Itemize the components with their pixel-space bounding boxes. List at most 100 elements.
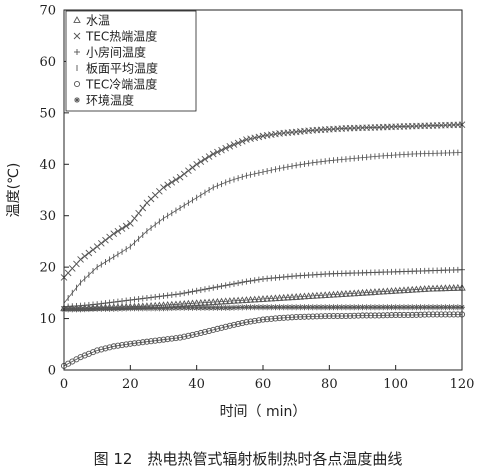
data-point <box>325 290 334 298</box>
data-point <box>359 312 366 319</box>
series-line-4 <box>63 314 462 367</box>
data-point <box>197 287 204 294</box>
data-point <box>131 340 138 347</box>
x-tick-label: 100 <box>383 377 408 392</box>
data-point <box>152 337 159 344</box>
data-point <box>321 291 329 299</box>
data-point <box>209 298 218 305</box>
data-point <box>396 286 404 294</box>
data-point <box>259 295 267 302</box>
data-point <box>450 304 457 311</box>
data-point <box>371 312 378 319</box>
data-point <box>322 304 329 311</box>
data-point <box>326 304 333 311</box>
data-point <box>102 305 109 312</box>
legend-label: 小房间温度 <box>86 45 146 60</box>
x-tick-label: 60 <box>255 377 272 392</box>
data-point <box>338 290 346 297</box>
data-point <box>102 300 109 307</box>
data-point <box>226 322 233 329</box>
legend-label: TEC热端温度 <box>85 29 157 44</box>
data-point <box>391 286 400 294</box>
legend-item: TEC冷端温度 <box>73 77 157 92</box>
y-tick-label: 20 <box>39 261 56 276</box>
data-point <box>214 325 221 332</box>
legend-label: TEC冷端温度 <box>85 77 157 92</box>
data-point <box>85 249 93 257</box>
data-point <box>235 320 242 328</box>
data-point <box>246 295 255 303</box>
data-point <box>251 134 259 142</box>
data-point <box>297 313 304 320</box>
data-point <box>185 332 192 339</box>
data-point <box>135 209 142 217</box>
data-point <box>164 181 171 189</box>
data-point <box>239 320 246 327</box>
data-point <box>383 287 392 295</box>
data-point <box>181 304 188 311</box>
data-point <box>102 236 109 244</box>
data-point <box>346 289 354 297</box>
data-point <box>247 318 254 325</box>
data-point <box>135 296 142 303</box>
data-point <box>243 278 250 285</box>
data-point <box>131 214 138 222</box>
data-point <box>338 312 345 320</box>
x-tick-label: 20 <box>122 377 139 392</box>
y-tick-label: 50 <box>39 106 56 121</box>
data-point <box>438 311 445 318</box>
data-point <box>106 299 113 306</box>
data-point <box>421 311 428 318</box>
data-point <box>176 173 184 181</box>
data-point <box>417 311 424 318</box>
data-point <box>143 338 150 345</box>
data-point <box>206 327 213 334</box>
data-point <box>416 285 425 293</box>
data-point <box>201 155 209 163</box>
data-point <box>123 305 130 312</box>
data-point <box>441 284 450 292</box>
legend-item: 小房间温度 <box>74 45 146 60</box>
data-point <box>110 230 118 238</box>
data-point <box>363 312 370 319</box>
data-point <box>131 296 138 303</box>
legend-label: 水温 <box>86 14 110 28</box>
data-point <box>222 144 230 152</box>
figure-caption: 图 12 热电热管式辐射板制热时各点温度曲线 <box>93 450 403 468</box>
data-point <box>309 304 316 311</box>
data-point <box>93 243 101 250</box>
data-point <box>362 288 371 296</box>
data-point <box>65 306 72 313</box>
data-point <box>106 233 113 241</box>
data-point <box>247 277 254 284</box>
data-point <box>234 139 242 147</box>
data-point <box>168 291 175 298</box>
data-point <box>230 280 237 287</box>
data-point <box>376 312 383 319</box>
data-point <box>193 330 200 338</box>
data-point <box>264 316 271 323</box>
data-point <box>217 297 226 305</box>
data-point <box>222 282 229 289</box>
data-point <box>238 137 246 145</box>
data-point <box>342 312 349 320</box>
data-point <box>433 284 441 292</box>
data-point <box>110 305 117 312</box>
data-point <box>218 324 225 331</box>
legend-marker <box>74 49 80 55</box>
data-point <box>181 290 188 297</box>
legend-item: 水温 <box>73 14 110 28</box>
data-point <box>148 305 155 312</box>
data-point <box>122 222 130 230</box>
data-point <box>404 286 412 293</box>
data-point <box>209 150 217 158</box>
data-point <box>201 286 208 293</box>
data-point <box>279 293 288 301</box>
data-point <box>242 296 251 303</box>
data-point <box>275 294 284 301</box>
data-point <box>255 295 263 303</box>
data-point <box>172 335 179 342</box>
data-point <box>350 289 358 297</box>
data-point <box>243 304 250 311</box>
data-point <box>412 285 421 293</box>
